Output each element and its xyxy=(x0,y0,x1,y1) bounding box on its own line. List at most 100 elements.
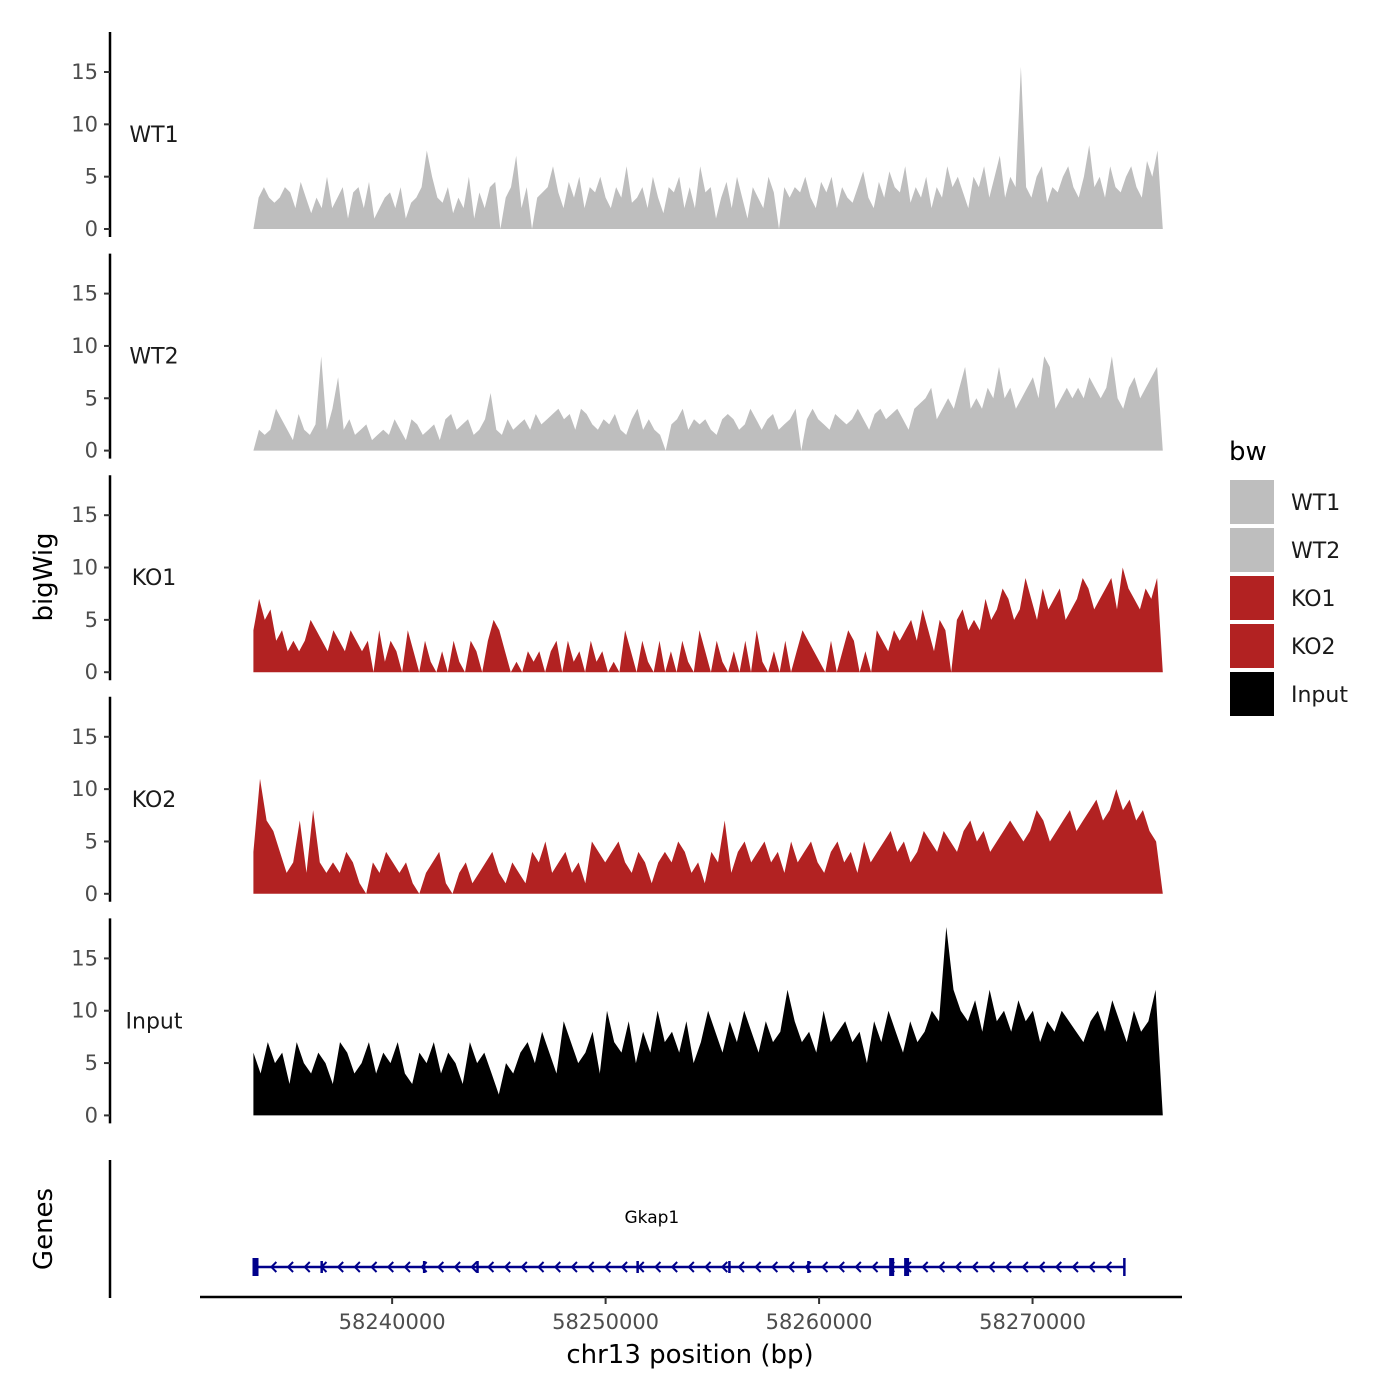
exon-mark xyxy=(904,1258,910,1276)
x-axis-title: chr13 position (bp) xyxy=(566,1340,813,1370)
strand-arrow xyxy=(821,1261,829,1273)
strand-arrow xyxy=(1054,1261,1062,1273)
strand-arrow xyxy=(720,1261,728,1273)
strand-arrow xyxy=(537,1261,545,1273)
strand-arrow xyxy=(937,1261,946,1273)
legend: bw WT1 WT2 KO1 KO2 Input xyxy=(1229,437,1348,716)
strand-arrow xyxy=(988,1261,996,1273)
exon-mark xyxy=(476,1261,479,1273)
strand-arrow xyxy=(553,1261,561,1273)
x-tick-label: 58270000 xyxy=(979,1310,1086,1334)
legend-label-input: Input xyxy=(1291,683,1348,708)
exon-mark xyxy=(320,1261,323,1273)
y-tick-label: 10 xyxy=(71,999,98,1023)
legend-label-ko2: KO2 xyxy=(1291,635,1336,660)
track-label-ko1: KO1 xyxy=(132,566,177,591)
legend-swatch-ko2 xyxy=(1230,624,1274,668)
track-label-wt1: WT1 xyxy=(129,123,178,148)
strand-arrow xyxy=(470,1261,478,1273)
y-tick-label: 0 xyxy=(85,660,98,684)
y-tick-label: 15 xyxy=(71,725,98,749)
x-tick-label: 58240000 xyxy=(339,1310,446,1334)
strand-arrow xyxy=(520,1261,528,1273)
strand-arrow xyxy=(1071,1261,1079,1273)
area-series-wt2 xyxy=(253,356,1163,451)
strand-arrow xyxy=(286,1261,294,1273)
genes-axis-title: Genes xyxy=(29,1188,59,1270)
strand-arrow xyxy=(269,1261,278,1273)
track-input: 0 5 10 15 Input xyxy=(71,918,1163,1127)
strand-arrow xyxy=(453,1261,461,1273)
track-label-wt2: WT2 xyxy=(129,345,178,370)
track-wt2: 0 5 10 15 WT2 xyxy=(71,253,1163,463)
area-series-wt1 xyxy=(253,66,1163,229)
legend-label-ko1: KO1 xyxy=(1291,587,1336,612)
y-tick-label: 0 xyxy=(85,217,98,241)
strand-arrow xyxy=(386,1261,394,1273)
strand-arrow xyxy=(503,1261,511,1273)
strand-arrow xyxy=(871,1261,879,1273)
exon-mark xyxy=(1123,1258,1126,1276)
strand-arrow xyxy=(336,1261,344,1273)
exon-mark xyxy=(889,1258,895,1276)
legend-swatch-input xyxy=(1230,672,1274,716)
y-tick-label: 5 xyxy=(85,1051,98,1075)
legend-label-wt2: WT2 xyxy=(1291,539,1340,564)
track-wt1: 0 5 10 15 WT1 xyxy=(71,32,1163,241)
y-tick-label: 5 xyxy=(85,165,98,189)
strand-arrow xyxy=(737,1261,745,1273)
y-tick-label: 10 xyxy=(71,112,98,136)
bigwig-tracks: 0 5 10 15 WT1 0 5 10 15 WT2 0 5 10 15 KO1 0 5 10 15 KO2 0 5 10… xyxy=(71,32,1163,1127)
strand-arrow xyxy=(353,1261,361,1273)
exon-mark xyxy=(807,1261,810,1273)
legend-title: bw xyxy=(1229,437,1267,467)
y-tick-label: 0 xyxy=(85,882,98,906)
track-label-input: Input xyxy=(126,1009,183,1034)
strand-arrow xyxy=(1088,1261,1096,1273)
track-ko2: 0 5 10 15 KO2 xyxy=(71,696,1163,906)
strand-arrow xyxy=(303,1261,311,1273)
legend-swatch-wt2 xyxy=(1230,528,1274,572)
exon-mark xyxy=(636,1261,639,1273)
genes-panel: Gkap1 xyxy=(108,1160,1126,1298)
legend-swatch-ko1 xyxy=(1230,576,1274,620)
strand-arrow xyxy=(1021,1261,1029,1273)
area-series-input xyxy=(253,927,1163,1116)
strand-arrow xyxy=(603,1261,612,1273)
strand-arrow xyxy=(620,1261,628,1273)
legend-swatch-wt1 xyxy=(1230,480,1274,524)
strand-arrow xyxy=(370,1261,378,1273)
y-tick-label: 0 xyxy=(85,439,98,463)
y-tick-label: 15 xyxy=(71,282,98,306)
strand-arrow xyxy=(1038,1261,1046,1273)
y-tick-label: 10 xyxy=(71,556,98,580)
strand-arrow xyxy=(704,1261,712,1273)
exon-mark xyxy=(422,1261,426,1273)
y-tick-label: 5 xyxy=(85,829,98,853)
strand-arrow xyxy=(921,1261,929,1273)
strand-arrow xyxy=(403,1261,411,1273)
legend-label-wt1: WT1 xyxy=(1291,491,1340,516)
x-tick-label: 58250000 xyxy=(552,1310,659,1334)
y-tick-label: 15 xyxy=(71,60,98,84)
y-tick-label: 15 xyxy=(71,946,98,970)
y-tick-label: 5 xyxy=(85,608,98,632)
strand-arrow xyxy=(754,1261,762,1273)
strand-arrow xyxy=(770,1261,779,1273)
strand-arrow xyxy=(587,1261,595,1273)
y-tick-label: 15 xyxy=(71,503,98,527)
x-tick-label: 58260000 xyxy=(766,1310,873,1334)
exon-mark xyxy=(728,1261,731,1273)
area-series-ko1 xyxy=(253,567,1163,673)
strand-arrow xyxy=(570,1261,578,1273)
y-tick-label: 5 xyxy=(85,386,98,410)
y-tick-label: 10 xyxy=(71,777,98,801)
y-tick-label: 0 xyxy=(85,1103,98,1127)
track-ko1: 0 5 10 15 KO1 xyxy=(71,475,1163,684)
exon-mark xyxy=(252,1258,259,1276)
strand-arrow xyxy=(670,1261,678,1273)
y-axis-title: bigWig xyxy=(29,532,59,621)
strand-arrow xyxy=(436,1261,445,1273)
track-label-ko2: KO2 xyxy=(132,788,177,813)
